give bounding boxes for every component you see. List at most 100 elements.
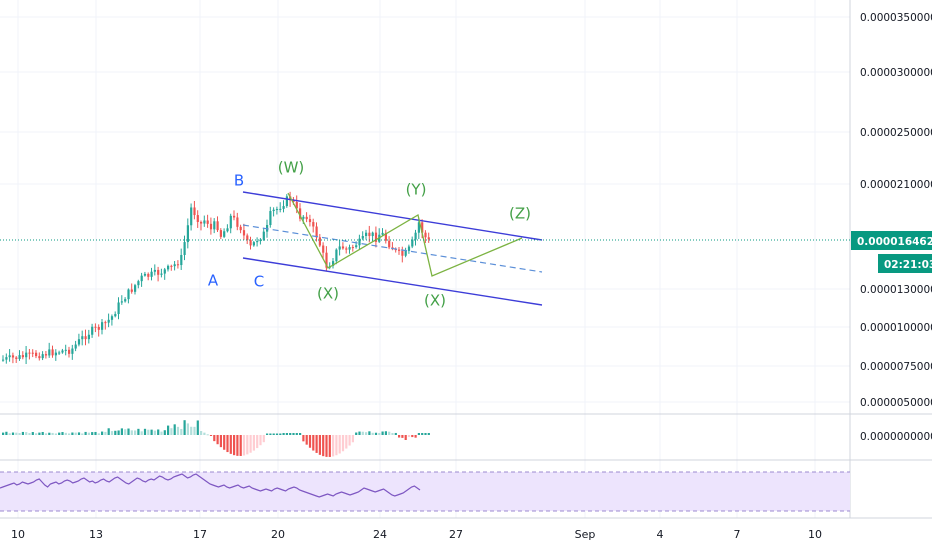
histogram-bar	[305, 435, 308, 445]
drawings[interactable]	[0, 191, 850, 306]
histogram-bar	[421, 433, 424, 435]
histogram-bar	[38, 432, 41, 435]
candle-body	[299, 208, 302, 219]
candle-body	[140, 275, 143, 282]
rsi-pane	[0, 471, 850, 512]
wave-label: C	[254, 273, 264, 291]
candle-body	[361, 235, 364, 239]
price-tick-label: 0.0000250000	[860, 127, 932, 139]
time-tick-label: 10	[11, 528, 25, 541]
histogram-bar	[374, 432, 378, 435]
channel-upper-line	[242, 191, 543, 241]
candle-body	[176, 264, 180, 266]
candle-body	[130, 289, 133, 292]
candle-body	[134, 285, 137, 292]
candle-body	[163, 269, 166, 274]
wave-label: (Z)	[509, 205, 531, 223]
rsi-line	[0, 473, 421, 498]
time-tick-label: 17	[193, 528, 207, 541]
candle-body	[401, 250, 404, 256]
histogram-bar	[249, 435, 252, 453]
histogram-bar	[361, 431, 364, 435]
histogram-bar	[233, 435, 236, 456]
candle-body	[229, 215, 232, 229]
candle-body	[341, 246, 345, 249]
candle-body	[213, 221, 216, 230]
candle-body	[11, 355, 15, 358]
candle-body	[279, 208, 282, 210]
histogram-bar	[84, 431, 87, 435]
histogram-bar	[246, 435, 249, 455]
candle-body	[256, 241, 259, 243]
candle-body	[170, 265, 173, 267]
candle-body	[127, 289, 130, 300]
candle-body	[190, 207, 193, 226]
candle-body	[233, 215, 236, 218]
histogram-bar	[71, 432, 74, 435]
histogram-bar	[341, 435, 345, 452]
time-axis[interactable]: 10 13 17 20 24 27 Sep 4 7 10	[11, 528, 822, 541]
histogram-bar	[391, 432, 394, 435]
histogram-bar	[173, 424, 176, 435]
histogram-bar	[150, 429, 153, 435]
time-tick-label: 20	[271, 528, 285, 541]
histogram-bar	[242, 435, 246, 456]
candle-body	[91, 326, 94, 335]
histogram-bar	[31, 432, 34, 435]
wave-label: B	[234, 172, 244, 190]
candle-body	[77, 339, 81, 345]
candle-body	[21, 355, 24, 358]
candle-body	[87, 334, 90, 340]
candle-body	[302, 216, 305, 219]
candle-body	[398, 249, 401, 251]
time-tick-label: 4	[657, 528, 664, 541]
histogram-bar	[216, 435, 219, 445]
price-tick-label: 0.0000075000	[860, 361, 932, 373]
candle-body	[124, 299, 127, 302]
histogram-bar	[427, 433, 430, 435]
histogram-bar	[167, 425, 170, 435]
candle-body	[374, 232, 378, 242]
wave-label: (W)	[278, 159, 305, 177]
candle-body	[242, 230, 246, 236]
histogram-bar	[58, 432, 61, 435]
candle-body	[424, 232, 427, 238]
histogram-bar	[68, 433, 71, 435]
histogram-bar	[335, 435, 338, 456]
histogram-bar	[134, 430, 137, 435]
histogram-bar	[322, 435, 325, 457]
histogram-bar	[190, 426, 193, 435]
histogram-bar	[117, 430, 120, 435]
histogram-bar	[269, 433, 272, 435]
candle-body	[381, 232, 384, 235]
histogram-bar	[48, 432, 51, 435]
candle-body	[358, 238, 361, 246]
histogram-bar	[407, 435, 411, 438]
histogram-pane	[2, 420, 430, 457]
price-axis[interactable]: 0.0000350000 0.0000300000 0.0000250000 0.00…	[851, 12, 932, 443]
candle-body	[236, 217, 239, 227]
histogram-bar	[160, 431, 163, 435]
candle-body	[117, 302, 120, 315]
histogram-bar	[180, 428, 183, 435]
histogram-bar	[28, 433, 31, 435]
candle-body	[275, 209, 279, 211]
wave-labels: B A C (W) (X) (Y) (X) (Z)	[208, 159, 531, 310]
candle-body	[18, 355, 21, 359]
countdown-tag	[878, 254, 932, 273]
candle-body	[41, 354, 44, 359]
histogram-bar	[5, 431, 8, 435]
time-tick-label: 13	[89, 528, 103, 541]
price-tick-label: 0.0000130000	[860, 284, 932, 296]
candle-body	[173, 264, 176, 267]
histogram-bar	[404, 435, 407, 440]
histogram-bar	[236, 435, 239, 456]
candle-body	[31, 352, 34, 354]
histogram-bar	[348, 435, 351, 446]
candle-body	[427, 237, 430, 240]
histogram-bar	[130, 430, 133, 435]
wave-label: A	[208, 272, 219, 290]
histogram-bar	[107, 428, 110, 435]
